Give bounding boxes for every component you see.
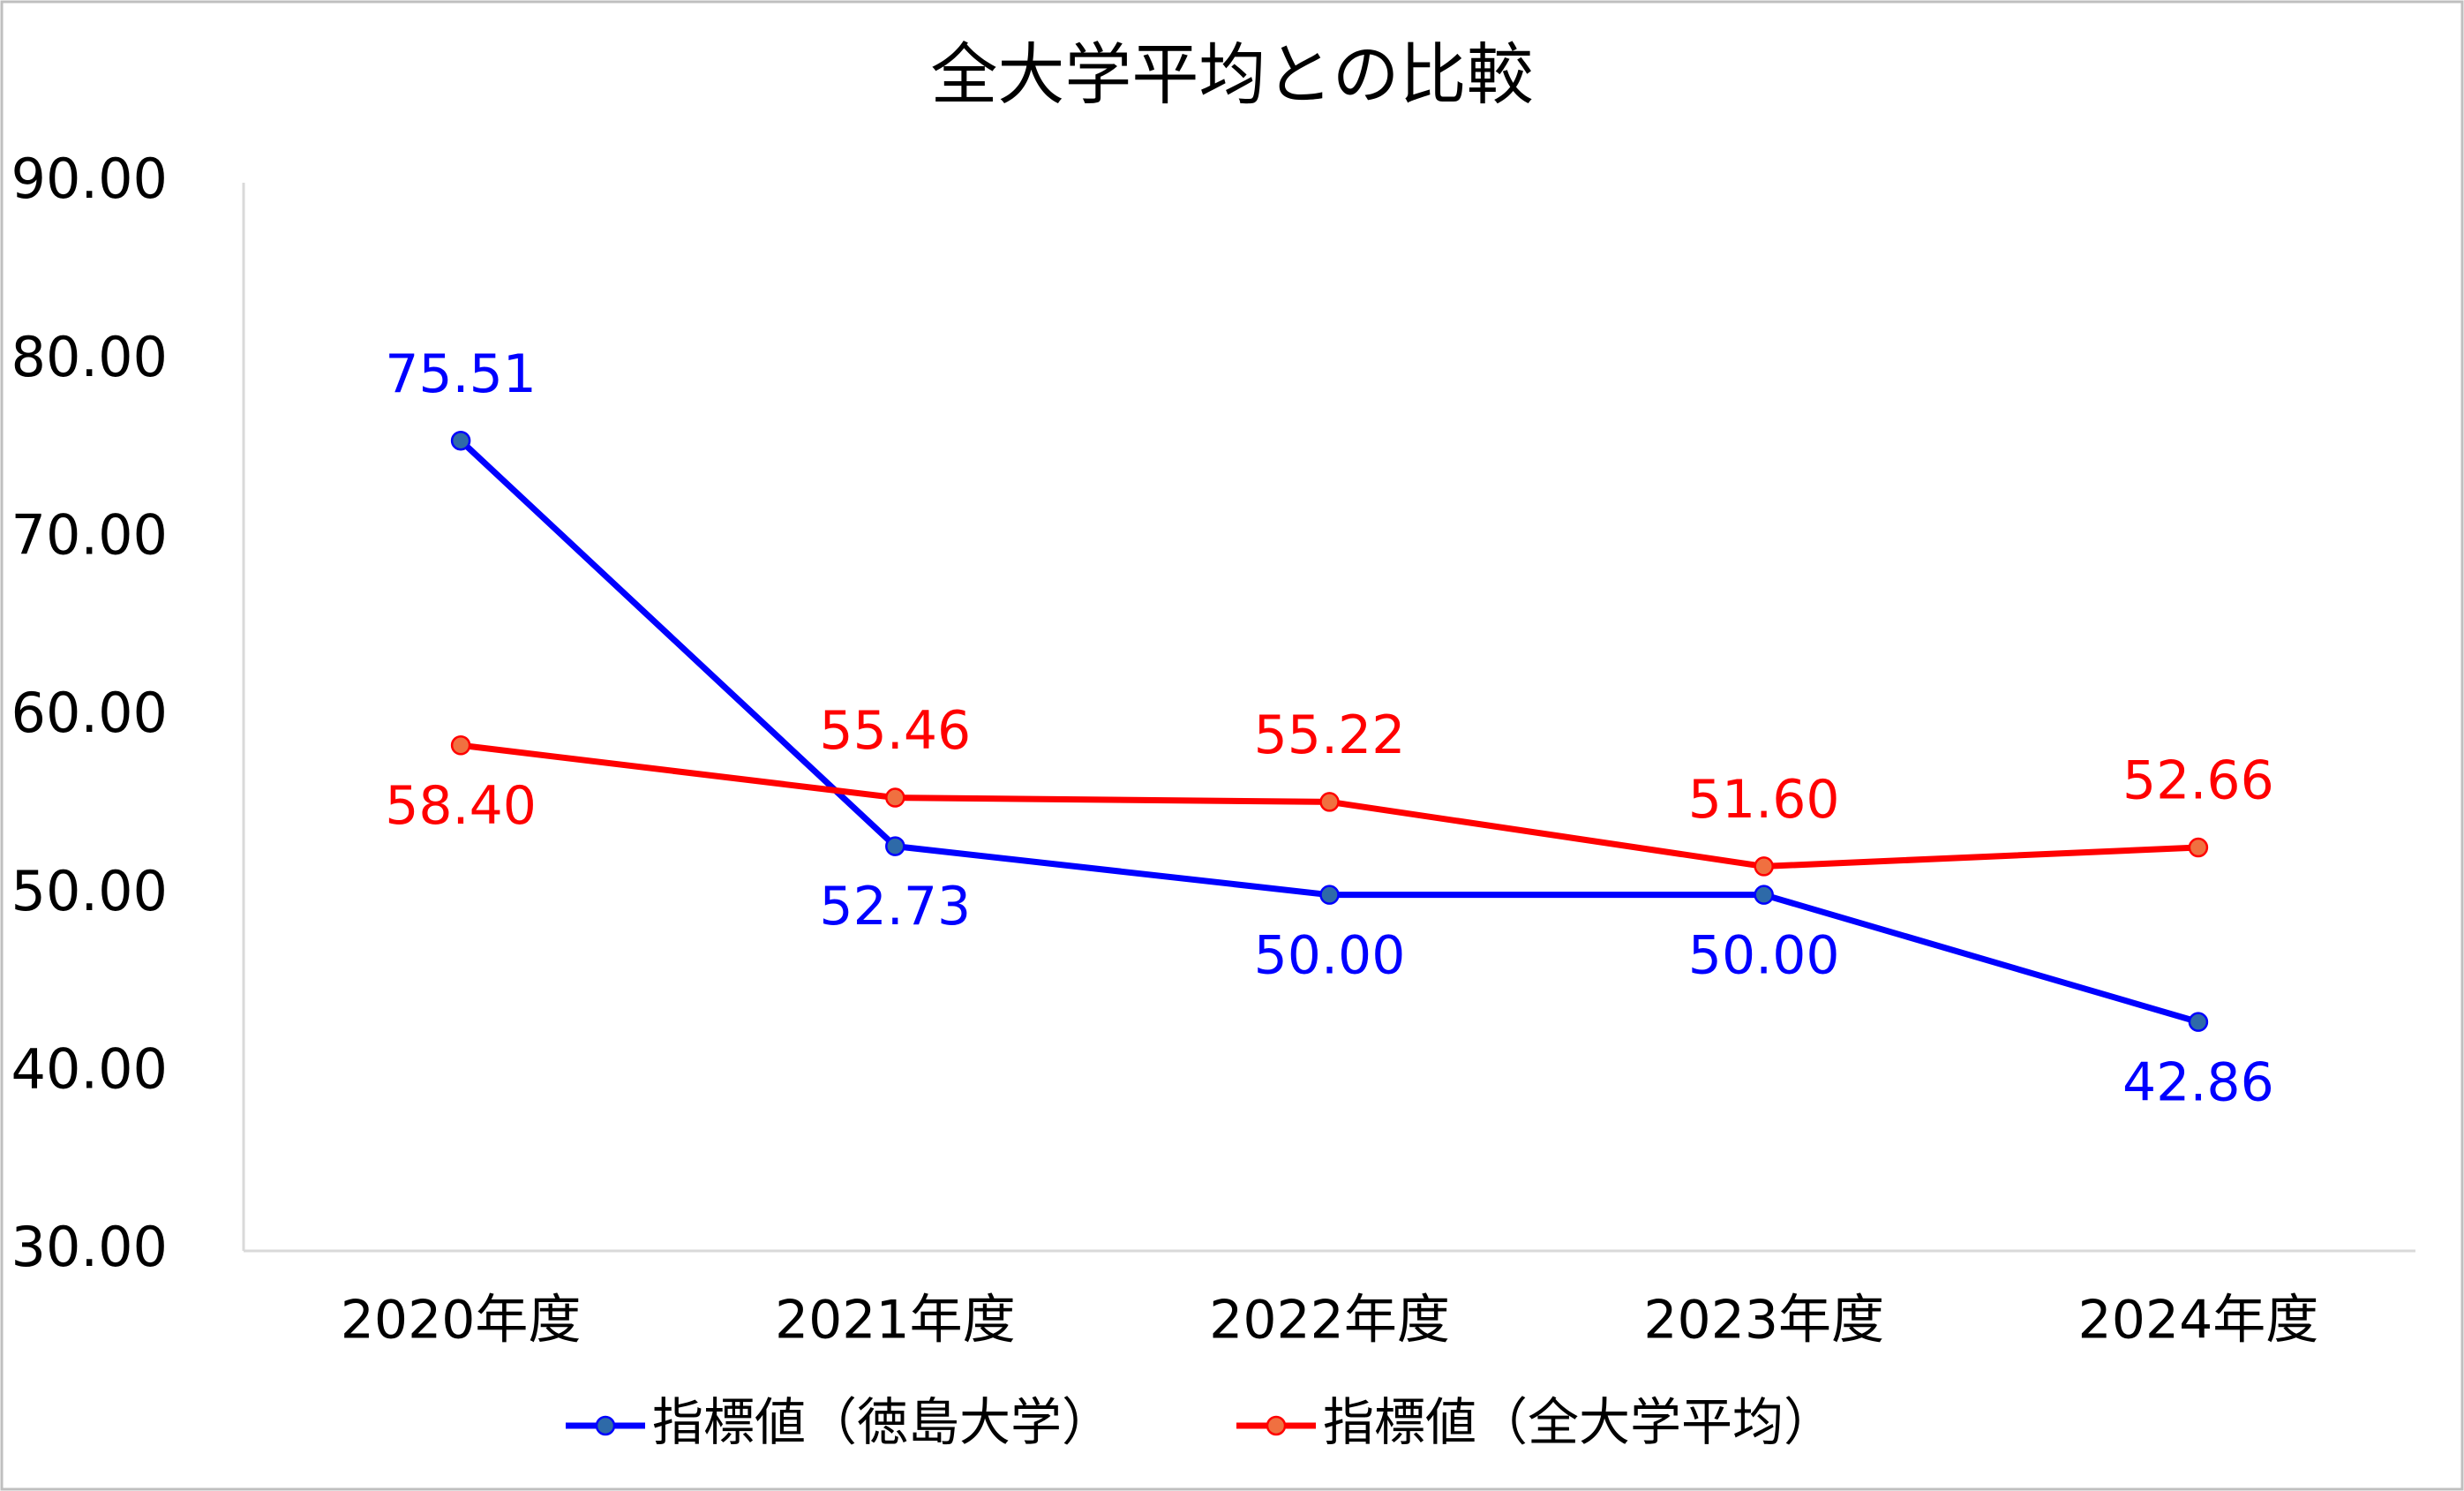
data-label: 50.00 [1688,924,1840,986]
y-tick-label: 80.00 [11,325,169,389]
x-tick-label: 2024年度 [2078,1290,2319,1352]
data-label: 42.86 [2122,1051,2274,1113]
y-tick-label: 50.00 [11,859,169,923]
legend-label: 指標値（徳島大学） [652,1392,1113,1452]
data-label: 55.22 [1254,704,1406,766]
data-point [2188,837,2209,858]
data-point [450,735,471,756]
x-tick-label: 2023年度 [1643,1290,1884,1352]
chart-title: 全大学平均との比較 [930,35,1533,114]
data-point [885,836,905,856]
y-tick-label: 90.00 [11,147,169,211]
data-point [1754,885,1774,905]
x-tick-label: 2022年度 [1209,1290,1450,1352]
data-point [2188,1012,2209,1032]
data-label: 52.73 [819,876,971,938]
data-label: 52.66 [2122,750,2274,812]
x-tick-label: 2020年度 [341,1290,582,1352]
y-tick-label: 30.00 [11,1215,169,1279]
y-tick-label: 70.00 [11,502,169,567]
data-point [450,430,471,451]
data-point [1319,885,1340,905]
y-tick-label: 40.00 [11,1036,169,1101]
y-tick-label: 60.00 [11,681,169,745]
legend-marker [595,1415,616,1436]
legend-marker [1266,1415,1287,1436]
data-point [1319,792,1340,812]
data-point [1754,856,1774,877]
data-label: 51.60 [1688,769,1840,831]
data-label: 58.40 [385,775,537,837]
data-label: 50.00 [1254,924,1406,986]
legend-label: 指標値（全大学平均） [1323,1392,1835,1452]
data-label: 75.51 [385,343,537,405]
data-label: 55.46 [819,700,971,762]
data-point [885,787,905,808]
x-tick-label: 2021年度 [775,1290,1016,1352]
